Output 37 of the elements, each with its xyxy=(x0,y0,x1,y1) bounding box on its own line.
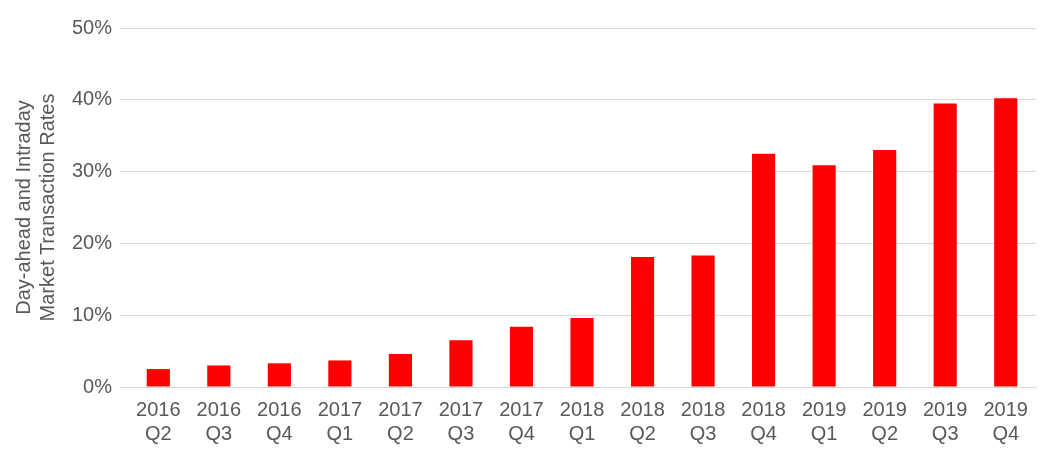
bar xyxy=(933,103,957,387)
x-tick-label: 2019 Q1 xyxy=(801,397,847,444)
bar xyxy=(691,255,715,387)
x-tick-label: 2018 Q1 xyxy=(559,397,605,444)
x-tick-label: 2016 Q4 xyxy=(257,397,302,444)
x-tick-label: 2019 Q2 xyxy=(862,397,907,444)
bar xyxy=(570,318,594,387)
y-tick-label: 40% xyxy=(72,87,113,110)
x-tick-label: 2019 Q3 xyxy=(922,397,968,444)
y-tick-label: 50% xyxy=(72,15,113,38)
bar xyxy=(449,340,473,387)
x-tick-label: 2016 Q3 xyxy=(196,397,242,444)
x-tick-label: 2018 Q2 xyxy=(620,397,665,444)
y-tick-label: 20% xyxy=(72,230,113,253)
bar xyxy=(267,363,291,387)
bar xyxy=(630,257,655,387)
x-tick-label: 2016 Q2 xyxy=(136,397,181,444)
bar xyxy=(752,153,776,387)
x-tick-label: 2018 Q3 xyxy=(680,397,726,444)
x-tick-label: 2019 Q4 xyxy=(983,397,1028,444)
x-tick-label: 2018 Q4 xyxy=(741,397,786,444)
x-tick-label: 2017 Q2 xyxy=(378,397,423,444)
bar xyxy=(994,98,1018,387)
bar xyxy=(207,365,231,387)
y-axis-title: Day-ahead and Intraday Market Transaction Rates xyxy=(11,93,58,322)
bar xyxy=(328,360,352,387)
x-tick-label: 2017 Q4 xyxy=(499,397,544,444)
bar xyxy=(509,326,534,387)
bar xyxy=(146,369,170,387)
y-tick-label: 30% xyxy=(72,159,113,182)
x-tick-label: 2017 Q3 xyxy=(438,397,484,444)
y-tick-label: 10% xyxy=(72,302,113,325)
bar xyxy=(388,353,412,387)
bar xyxy=(873,150,897,387)
bar xyxy=(812,165,836,387)
y-tick-label: 0% xyxy=(83,374,113,397)
x-tick-label: 2017 Q1 xyxy=(317,397,363,444)
